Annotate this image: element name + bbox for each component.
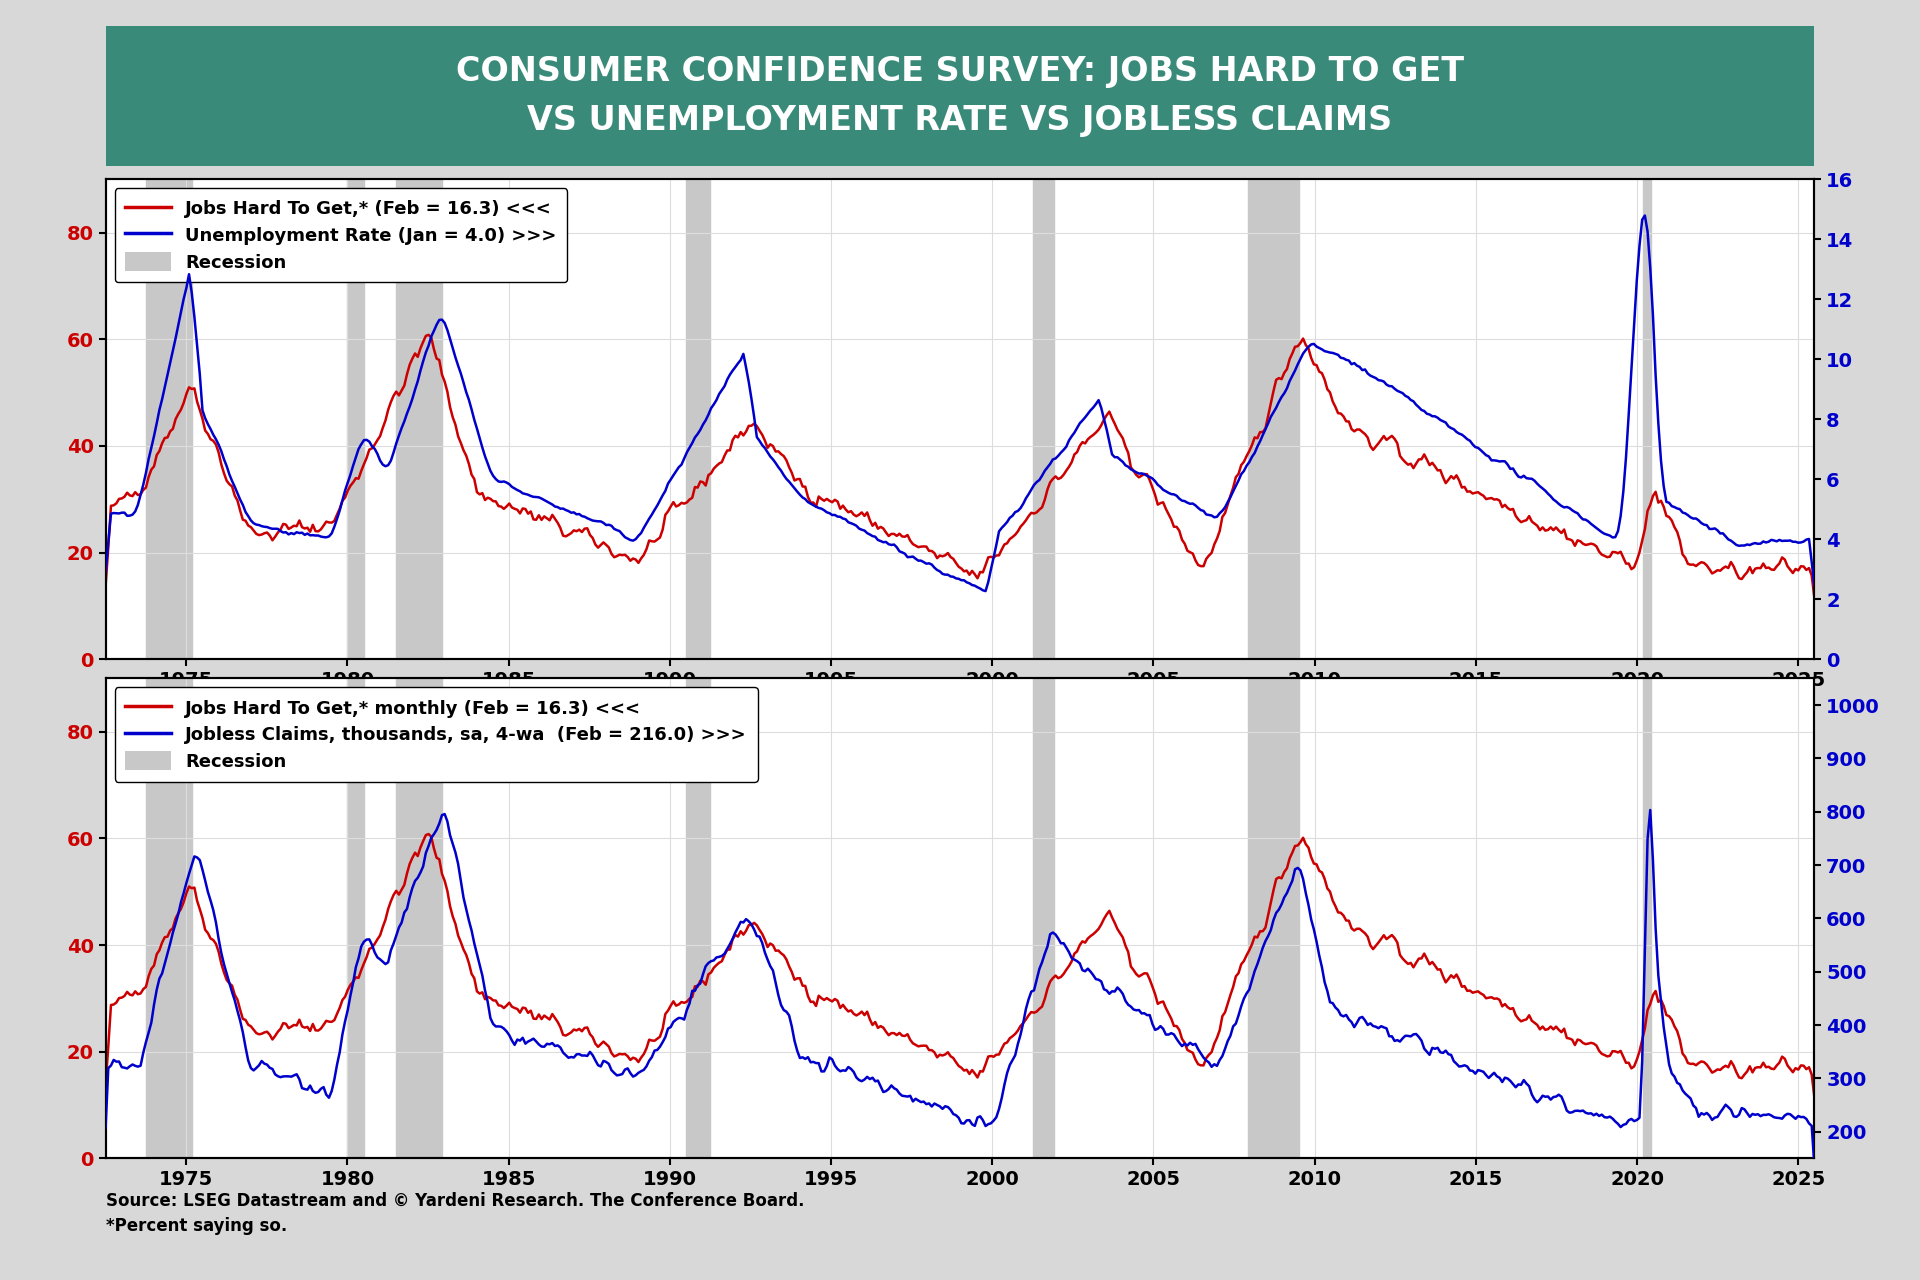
Bar bbox=[1248, 179, 1298, 659]
Bar bbox=[685, 678, 710, 1158]
Bar bbox=[1033, 179, 1054, 659]
Text: Source: LSEG Datastream and © Yardeni Research. The Conference Board.
*Percent s: Source: LSEG Datastream and © Yardeni Re… bbox=[106, 1192, 804, 1235]
Bar bbox=[1642, 179, 1651, 659]
Bar bbox=[348, 678, 363, 1158]
Legend: Jobs Hard To Get,* (Feb = 16.3) <<<, Unemployment Rate (Jan = 4.0) >>>, Recessio: Jobs Hard To Get,* (Feb = 16.3) <<<, Une… bbox=[115, 188, 566, 283]
Bar bbox=[685, 179, 710, 659]
Bar bbox=[1642, 678, 1651, 1158]
Bar bbox=[396, 179, 442, 659]
Bar bbox=[146, 179, 192, 659]
Bar bbox=[1248, 678, 1298, 1158]
Text: CONSUMER CONFIDENCE SURVEY: JOBS HARD TO GET
VS UNEMPLOYMENT RATE VS JOBLESS CLA: CONSUMER CONFIDENCE SURVEY: JOBS HARD TO… bbox=[457, 55, 1463, 137]
Bar bbox=[146, 678, 192, 1158]
Bar bbox=[1033, 678, 1054, 1158]
Bar bbox=[396, 678, 442, 1158]
Legend: Jobs Hard To Get,* monthly (Feb = 16.3) <<<, Jobless Claims, thousands, sa, 4-wa: Jobs Hard To Get,* monthly (Feb = 16.3) … bbox=[115, 687, 758, 782]
Bar bbox=[348, 179, 363, 659]
